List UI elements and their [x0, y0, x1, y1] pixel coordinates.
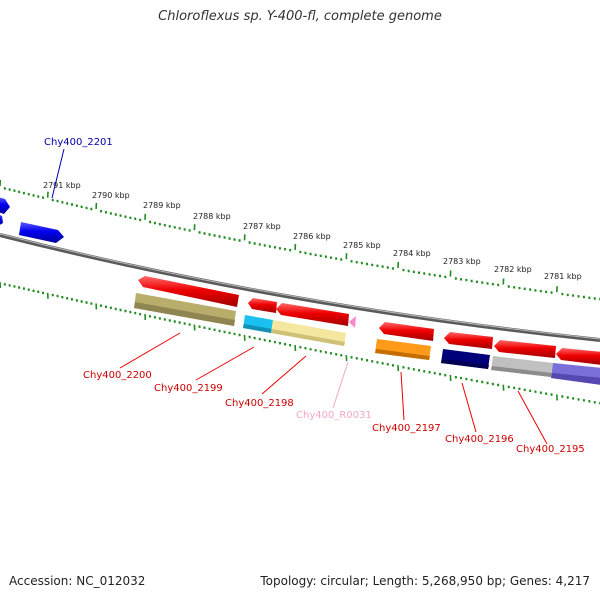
ruler-label: 2785 kbp: [343, 241, 381, 250]
gene-label-chy400-2201[interactable]: Chy400_2201: [44, 137, 113, 148]
reverse-gene-chy400-2197[interactable]: [379, 322, 434, 341]
ruler-label: 2789 kbp: [143, 201, 181, 210]
ruler-label: 2786 kbp: [293, 232, 331, 241]
gene-label-chy400-2195[interactable]: Chy400_2195: [516, 444, 585, 455]
genome-stats-text: Topology: circular; Length: 5,268,950 bp…: [260, 574, 590, 588]
ruler-label: 2788 kbp: [193, 212, 231, 221]
reverse-gene-chy400-2199[interactable]: [248, 298, 277, 313]
label-connectors: [51, 148, 548, 445]
reverse-gene-chy400-2200[interactable]: [138, 276, 239, 307]
forward-gene-feature[interactable]: [0, 197, 10, 214]
ruler-label: 2791 kbp: [43, 181, 81, 190]
ruler-label: 2787 kbp: [243, 222, 281, 231]
gene-label-chy400-2196[interactable]: Chy400_2196: [445, 434, 514, 445]
reverse-gene-feature[interactable]: [556, 348, 600, 365]
ruler-label: 2781 kbp: [544, 272, 582, 281]
lower-scale-ring: [0, 281, 600, 405]
ruler-label: 2783 kbp: [443, 257, 481, 266]
genome-backbone: [0, 233, 600, 342]
reverse-gene-chy400-2196[interactable]: [444, 332, 493, 349]
forward-gene-feature[interactable]: [0, 214, 3, 226]
gene-label-chy400-2197[interactable]: Chy400_2197: [372, 423, 441, 434]
gene-label-chy400-2200[interactable]: Chy400_2200: [83, 370, 152, 381]
accession-text: Accession: NC_012032: [9, 574, 146, 588]
gene-label-chy400-r0031[interactable]: Chy400_R0031: [296, 410, 372, 421]
map-title: Chloroflexus sp. Y-400-fl, complete geno…: [158, 9, 442, 24]
ruler-label: 2782 kbp: [494, 265, 532, 274]
forward-gene-feature[interactable]: [19, 222, 64, 243]
gene-label-chy400-2199[interactable]: Chy400_2199: [154, 383, 223, 394]
reverse-gene-chy400-2198[interactable]: [276, 303, 349, 326]
ruler-labels: 2791 kbp 2790 kbp 2789 kbp 2788 kbp 2787 kbp…: [43, 181, 582, 281]
ruler-label: 2784 kbp: [393, 249, 431, 258]
upper-scale-ring: [0, 179, 600, 301]
gene-label-chy400-2198[interactable]: Chy400_2198: [225, 398, 294, 409]
reverse-gene-chy400-2195[interactable]: [494, 340, 556, 358]
rna-feature-r0031[interactable]: [349, 316, 356, 328]
ruler-label: 2790 kbp: [92, 191, 130, 200]
